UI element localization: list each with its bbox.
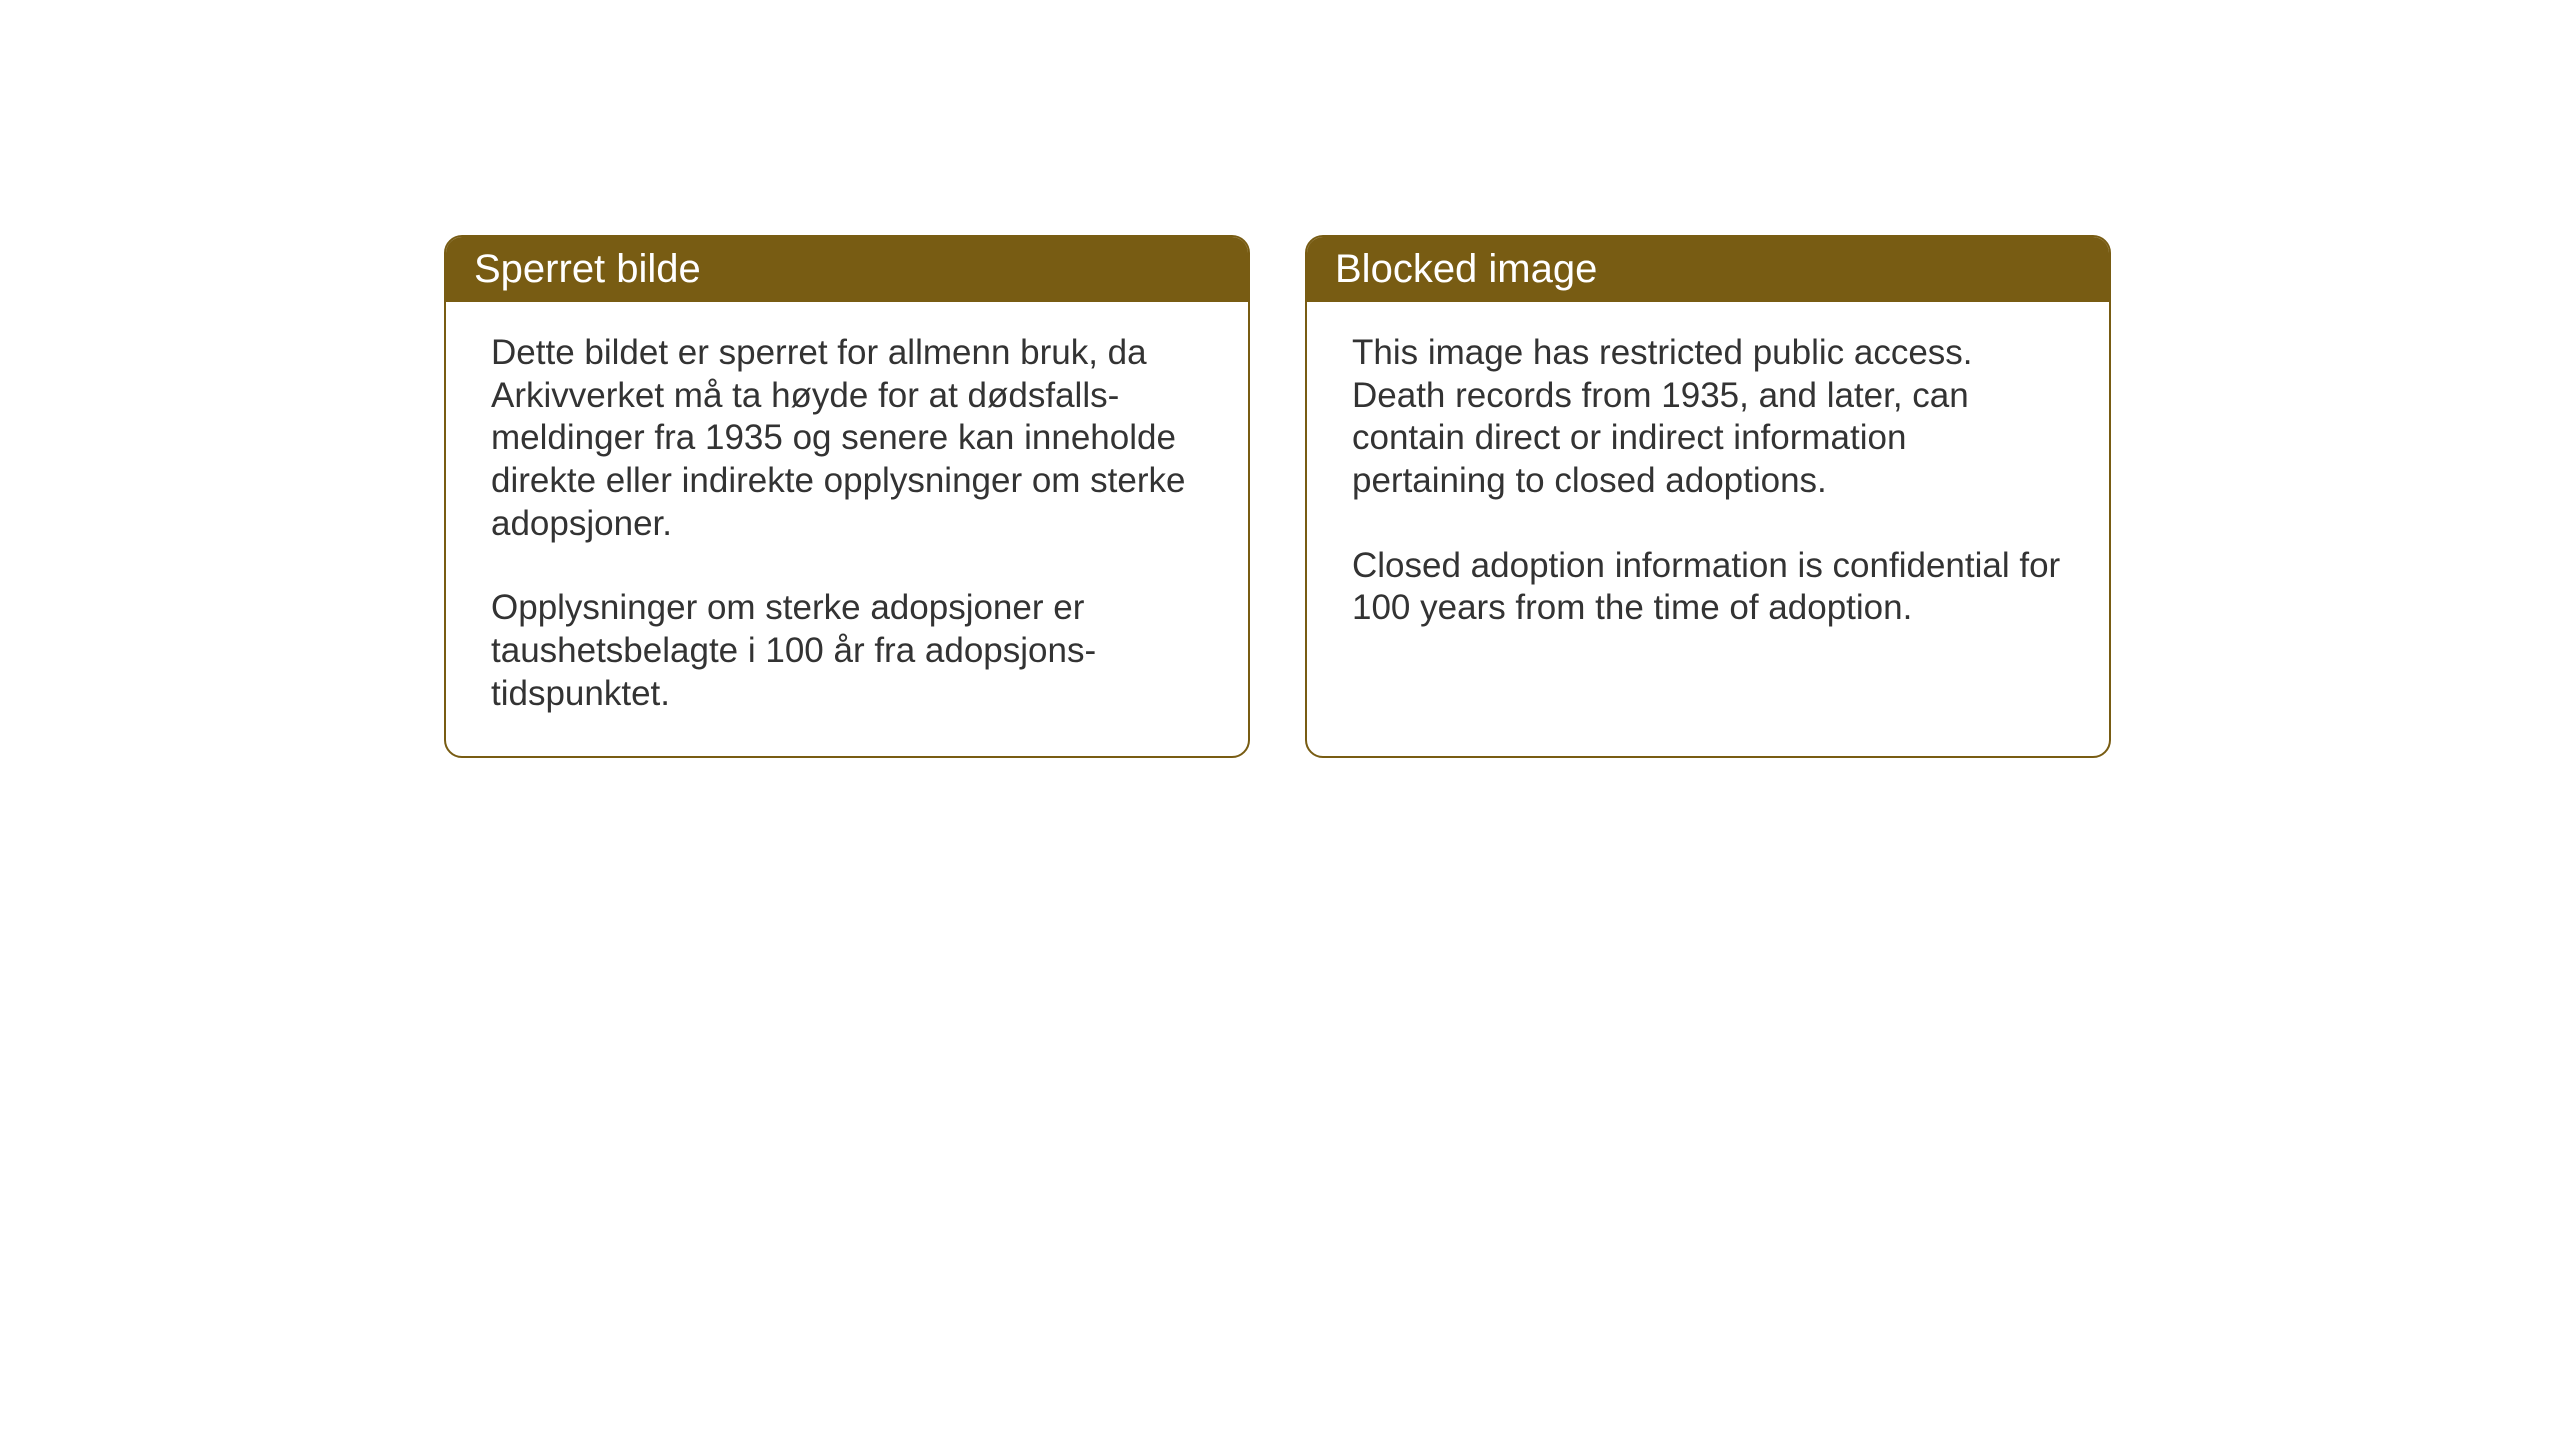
english-card-title: Blocked image <box>1307 237 2109 302</box>
norwegian-card-body: Dette bildet er sperret for allmenn bruk… <box>446 302 1248 756</box>
english-card-body: This image has restricted public access.… <box>1307 302 2109 670</box>
norwegian-notice-card: Sperret bilde Dette bildet er sperret fo… <box>444 235 1250 758</box>
norwegian-paragraph-2: Opplysninger om sterke adopsjoner er tau… <box>491 587 1203 715</box>
english-paragraph-2: Closed adoption information is confident… <box>1352 545 2064 630</box>
norwegian-card-title: Sperret bilde <box>446 237 1248 302</box>
notice-container: Sperret bilde Dette bildet er sperret fo… <box>444 235 2111 758</box>
norwegian-paragraph-1: Dette bildet er sperret for allmenn bruk… <box>491 332 1203 545</box>
english-notice-card: Blocked image This image has restricted … <box>1305 235 2111 758</box>
english-paragraph-1: This image has restricted public access.… <box>1352 332 2064 503</box>
